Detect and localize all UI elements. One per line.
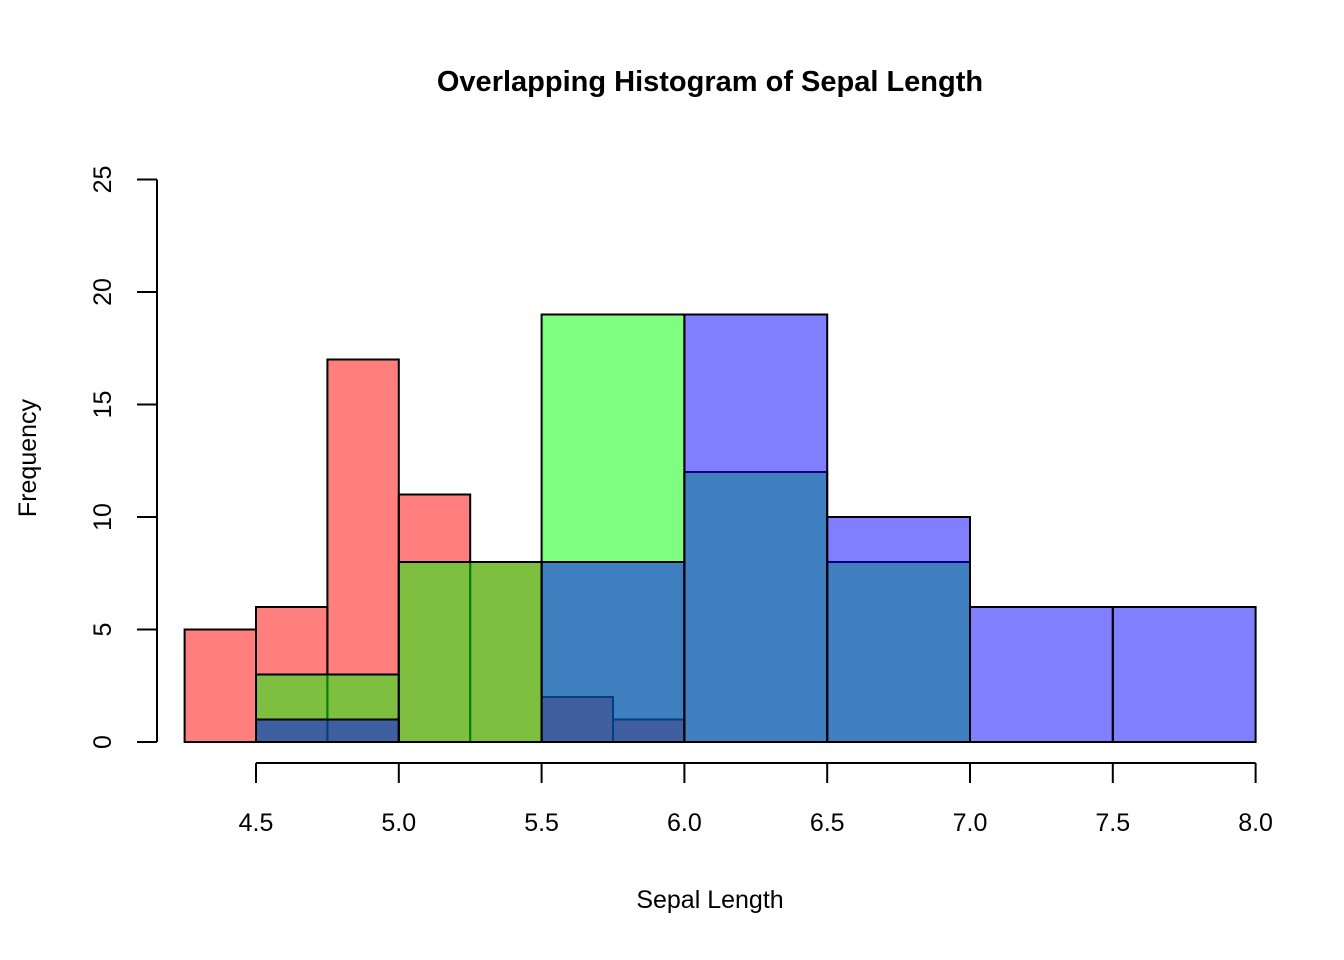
x-axis-title: Sepal Length — [636, 886, 784, 914]
y-tick-label: 5 — [89, 623, 117, 637]
red-histogram-bar — [183, 628, 258, 743]
blue-histogram-bar — [1111, 606, 1257, 743]
y-tick-label: 0 — [89, 735, 117, 749]
x-tick-label: 6.0 — [667, 809, 702, 837]
y-axis-title: Frequency — [14, 398, 42, 518]
blue-histogram-bar — [540, 561, 686, 743]
y-tick-label: 10 — [89, 503, 117, 531]
blue-histogram-bar — [826, 516, 972, 743]
chart-title: Overlapping Histogram of Sepal Length — [436, 66, 984, 98]
y-tick-label: 20 — [89, 278, 117, 306]
x-tick-label: 5.0 — [381, 809, 416, 837]
green-histogram-bar — [397, 561, 543, 743]
x-tick-label: 5.5 — [524, 809, 559, 837]
x-tick-label: 6.5 — [810, 809, 845, 837]
blue-histogram-bar — [683, 313, 829, 743]
y-tick-label: 15 — [89, 391, 117, 419]
x-tick-label: 7.0 — [953, 809, 988, 837]
blue-histogram-bar — [969, 606, 1114, 743]
x-tick-label: 8.0 — [1238, 809, 1273, 837]
blue-histogram-bar — [255, 718, 400, 743]
x-tick-label: 4.5 — [239, 809, 274, 837]
x-tick-label: 7.5 — [1095, 809, 1130, 837]
y-tick-label: 25 — [89, 166, 117, 194]
